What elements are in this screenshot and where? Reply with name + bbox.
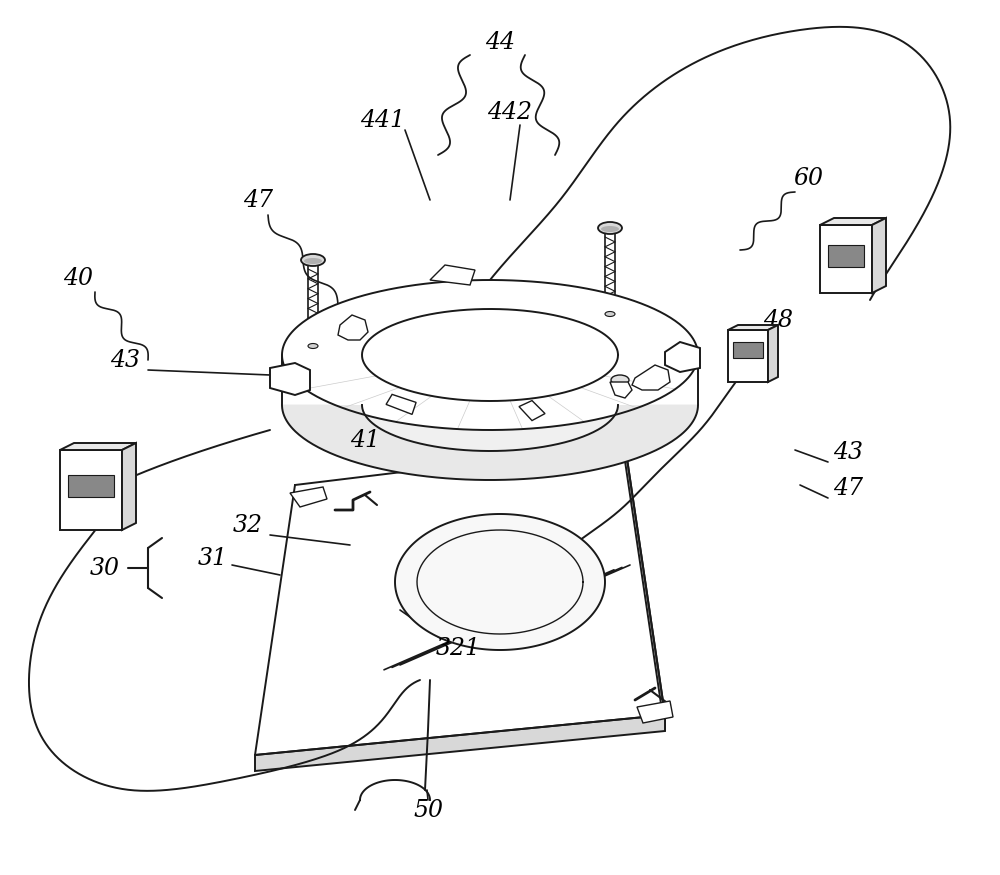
Text: 43: 43 (110, 348, 140, 372)
Polygon shape (728, 330, 768, 382)
Ellipse shape (601, 226, 619, 232)
Polygon shape (282, 405, 698, 480)
Polygon shape (632, 365, 670, 390)
Polygon shape (270, 363, 310, 395)
Text: 43: 43 (833, 440, 863, 464)
Text: 41: 41 (350, 429, 380, 452)
Text: 60: 60 (793, 166, 823, 190)
Text: 30: 30 (90, 556, 120, 579)
Polygon shape (255, 715, 665, 771)
Polygon shape (395, 514, 605, 650)
Polygon shape (282, 405, 698, 480)
Polygon shape (625, 445, 665, 731)
Polygon shape (637, 701, 673, 723)
Text: 47: 47 (833, 477, 863, 500)
Polygon shape (60, 443, 136, 450)
Polygon shape (290, 487, 327, 507)
Text: 40: 40 (63, 267, 93, 290)
Polygon shape (768, 325, 778, 382)
Ellipse shape (301, 254, 325, 266)
Polygon shape (338, 315, 368, 340)
Bar (828, 245, 864, 267)
Text: 321: 321 (436, 636, 481, 660)
Text: 31: 31 (198, 547, 228, 570)
Polygon shape (820, 218, 886, 225)
Text: 50: 50 (413, 799, 443, 822)
Polygon shape (610, 382, 632, 398)
Polygon shape (519, 401, 545, 421)
Polygon shape (122, 443, 136, 530)
Bar (68, 475, 114, 497)
Polygon shape (728, 325, 778, 330)
Text: 44: 44 (485, 31, 515, 53)
Text: 32: 32 (233, 514, 263, 536)
Polygon shape (255, 445, 665, 755)
Text: 48: 48 (763, 309, 793, 332)
Polygon shape (386, 395, 416, 415)
Polygon shape (820, 225, 872, 293)
Polygon shape (430, 265, 475, 285)
Polygon shape (872, 218, 886, 293)
Ellipse shape (605, 312, 615, 317)
Ellipse shape (308, 344, 318, 348)
Text: 441: 441 (361, 108, 406, 131)
Polygon shape (60, 450, 122, 530)
Ellipse shape (611, 375, 629, 385)
Polygon shape (282, 280, 698, 430)
Bar (733, 342, 763, 358)
Text: 442: 442 (488, 101, 532, 123)
Polygon shape (362, 309, 618, 401)
Text: 47: 47 (243, 188, 273, 212)
Ellipse shape (304, 258, 322, 264)
Ellipse shape (598, 222, 622, 234)
Polygon shape (665, 342, 700, 372)
